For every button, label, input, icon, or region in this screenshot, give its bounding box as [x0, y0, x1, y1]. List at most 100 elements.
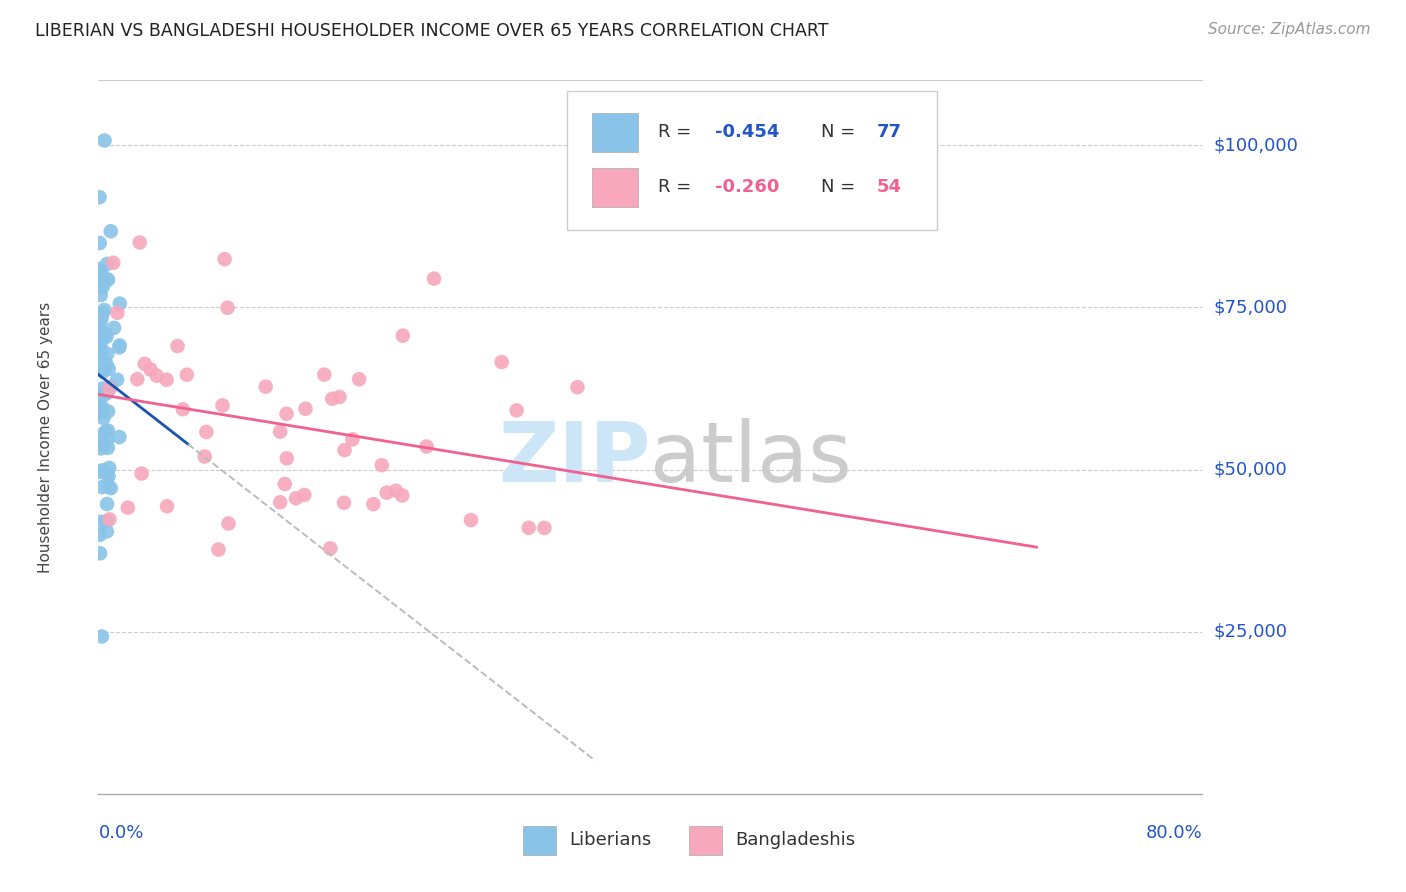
- FancyBboxPatch shape: [592, 168, 638, 207]
- Point: [333, 443, 356, 458]
- Point: [89, 268, 111, 283]
- Point: [391, 488, 413, 502]
- Point: [91, 365, 114, 379]
- Point: [94, 326, 117, 341]
- Text: 77: 77: [876, 123, 901, 141]
- Text: -0.454: -0.454: [716, 123, 780, 141]
- Point: [207, 542, 229, 557]
- Point: [96, 347, 118, 361]
- Point: [172, 402, 194, 417]
- FancyBboxPatch shape: [689, 826, 723, 855]
- Point: [145, 368, 167, 383]
- Point: [321, 392, 343, 406]
- Point: [214, 252, 236, 267]
- Point: [131, 467, 153, 481]
- Point: [89, 323, 111, 337]
- Point: [97, 469, 120, 483]
- Point: [93, 411, 115, 425]
- Point: [105, 373, 128, 387]
- Point: [90, 288, 112, 302]
- Point: [269, 425, 291, 439]
- Point: [269, 495, 291, 509]
- Point: [96, 514, 118, 528]
- Text: R =: R =: [658, 123, 697, 141]
- Point: [91, 382, 114, 396]
- Point: [91, 480, 114, 494]
- Point: [211, 399, 233, 413]
- Point: [91, 307, 114, 321]
- Point: [93, 362, 115, 376]
- Point: [90, 264, 112, 278]
- Text: Source: ZipAtlas.com: Source: ZipAtlas.com: [1208, 22, 1371, 37]
- FancyBboxPatch shape: [592, 112, 638, 152]
- Point: [533, 521, 555, 535]
- Point: [328, 390, 350, 404]
- Point: [103, 321, 125, 335]
- Point: [100, 481, 122, 495]
- Point: [274, 477, 297, 491]
- Point: [90, 428, 112, 442]
- Point: [217, 301, 239, 315]
- Point: [93, 303, 115, 318]
- Point: [90, 310, 112, 325]
- Point: [292, 488, 315, 502]
- FancyBboxPatch shape: [568, 91, 938, 230]
- Point: [105, 306, 128, 320]
- Point: [371, 458, 394, 472]
- Point: [423, 271, 446, 285]
- Point: [90, 438, 112, 452]
- Point: [98, 381, 121, 395]
- Point: [108, 430, 131, 444]
- Text: $25,000: $25,000: [1213, 623, 1288, 640]
- Point: [127, 372, 149, 386]
- Point: [97, 424, 120, 438]
- Point: [276, 407, 298, 421]
- Point: [333, 496, 356, 510]
- Point: [94, 425, 117, 439]
- Point: [108, 296, 131, 310]
- Point: [87, 262, 110, 277]
- Point: [117, 500, 139, 515]
- Point: [89, 317, 111, 331]
- Point: [517, 521, 540, 535]
- Point: [89, 235, 111, 250]
- Point: [97, 479, 120, 493]
- Point: [89, 326, 111, 340]
- Point: [98, 460, 121, 475]
- Point: [89, 465, 111, 479]
- Point: [96, 433, 118, 447]
- Point: [91, 278, 114, 293]
- Point: [89, 400, 111, 414]
- Point: [90, 630, 112, 644]
- Text: -0.260: -0.260: [716, 178, 780, 196]
- Point: [90, 400, 112, 414]
- Point: [166, 339, 188, 353]
- Point: [134, 357, 156, 371]
- Point: [96, 357, 118, 371]
- Point: [91, 463, 114, 477]
- Point: [90, 442, 112, 456]
- Text: Bangladeshis: Bangladeshis: [735, 831, 855, 849]
- Point: [87, 355, 110, 369]
- Point: [90, 308, 112, 322]
- Text: Householder Income Over 65 years: Householder Income Over 65 years: [38, 301, 53, 573]
- Point: [319, 541, 342, 556]
- Point: [93, 133, 115, 147]
- Text: $100,000: $100,000: [1213, 136, 1298, 154]
- Point: [90, 405, 112, 419]
- Point: [391, 328, 413, 343]
- Point: [96, 257, 118, 271]
- Point: [89, 313, 111, 327]
- Text: Liberians: Liberians: [569, 831, 652, 849]
- Point: [103, 256, 125, 270]
- Point: [87, 336, 110, 351]
- Point: [97, 361, 120, 376]
- Point: [97, 273, 120, 287]
- Point: [176, 368, 198, 382]
- Point: [156, 500, 179, 514]
- Point: [87, 404, 110, 418]
- Point: [415, 440, 437, 454]
- Point: [90, 311, 112, 326]
- Point: [108, 338, 131, 352]
- Point: [100, 380, 122, 394]
